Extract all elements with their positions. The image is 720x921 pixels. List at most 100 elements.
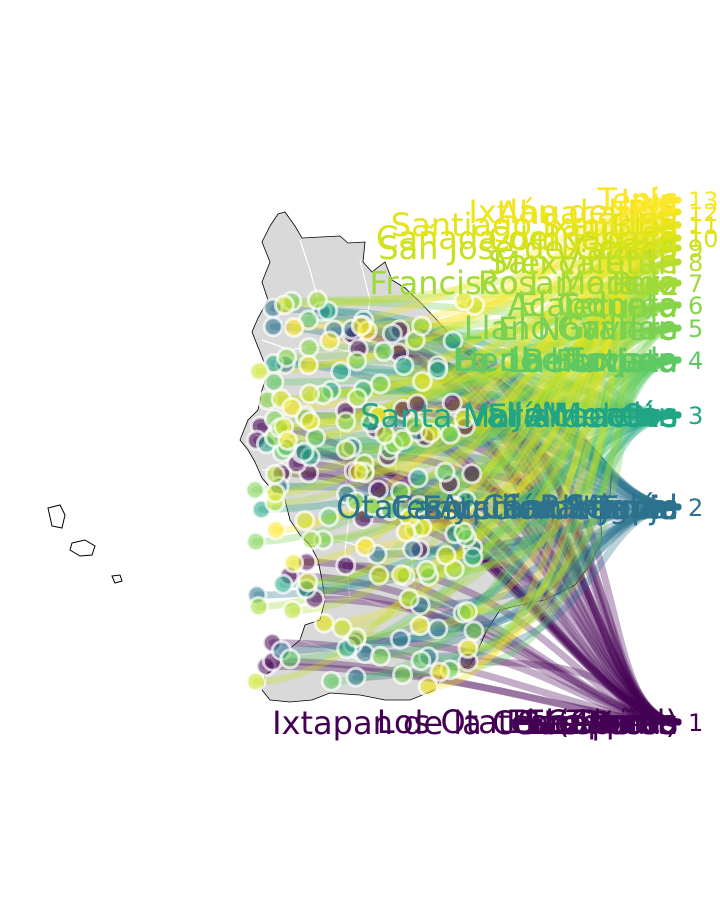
place-label: San José de Gracia: [378, 229, 678, 267]
place-label: Estación Nanchi: [422, 489, 678, 527]
connector-curve: [324, 307, 682, 419]
connector-curve: [406, 221, 682, 522]
place-label: Aquiles Serdán: [439, 488, 678, 526]
location-point: [453, 290, 475, 312]
location-point: [320, 670, 342, 692]
place-label: Mexcaltitán: [493, 244, 678, 282]
location-point: [313, 612, 335, 634]
connector-curve: [464, 658, 682, 726]
connector-curve: [469, 411, 682, 561]
location-point: [411, 315, 433, 337]
rank-tick-label: 3: [688, 402, 703, 430]
location-point: [442, 330, 464, 352]
connector-curve: [462, 411, 682, 505]
place-label: Jalcocotán: [511, 396, 678, 434]
connector-curve: [418, 221, 682, 385]
connector-curve: [371, 425, 682, 726]
location-point: [417, 676, 439, 698]
connector-curve: [368, 301, 682, 510]
location-point: [346, 350, 368, 372]
connector-curve: [413, 400, 682, 726]
place-label: Cañada del Tabaco: [376, 219, 678, 257]
connector-curve: [255, 244, 682, 375]
location-point: [453, 521, 475, 543]
rank-tick-label: 11: [688, 212, 719, 240]
connector-curve: [288, 297, 682, 332]
connector-curve: [305, 301, 682, 352]
location-point: [457, 601, 478, 622]
connector-curve: [416, 208, 682, 630]
connector-curve: [468, 470, 682, 726]
connector-curve: [374, 486, 682, 726]
place-label: San Pedro: [517, 704, 678, 742]
place-label: Tepic: [596, 489, 678, 527]
location-point: [345, 491, 367, 512]
connector-curve: [311, 595, 682, 726]
connector-curve: [463, 356, 682, 542]
connector-curve: [360, 279, 682, 468]
place-label: Tecuala: [557, 287, 678, 325]
connector-curve: [253, 436, 682, 726]
connector-curve: [307, 279, 682, 544]
location-point: [299, 411, 321, 432]
location-point: [453, 407, 475, 429]
connector-curve: [367, 411, 682, 427]
place-label: Otates y Cantarranas: [336, 488, 678, 526]
connector-curve: [251, 324, 682, 494]
connector-curve: [300, 411, 682, 456]
rank-tick-label: 7: [688, 270, 703, 298]
place-label: Rosamorada: [478, 264, 678, 302]
connector-curve: [282, 356, 682, 451]
connector-curve: [262, 411, 682, 448]
location-point: [404, 414, 425, 436]
location-point: [427, 618, 449, 640]
connector-curve: [436, 196, 682, 676]
location-point: [298, 337, 320, 359]
place-label: Tuxpan: [563, 341, 678, 379]
connector-curve: [418, 234, 682, 531]
connector-curve: [459, 356, 682, 617]
place-label: El Ahuacate: [487, 397, 678, 435]
connector-curve: [450, 502, 682, 511]
connector-curve: [285, 572, 682, 726]
location-point: [335, 439, 357, 461]
connector-curve: [280, 244, 682, 309]
connector-curve: [424, 503, 682, 661]
connector-curve: [257, 411, 682, 513]
connector-curve: [414, 428, 682, 511]
place-label: Ruiz: [611, 265, 678, 303]
location-point: [461, 463, 483, 485]
place-label: Mecatán: [541, 396, 678, 434]
connector-curve: [284, 208, 682, 444]
connector-curve: [350, 331, 682, 726]
connector-curve: [423, 279, 682, 574]
place-label: Tepic: [596, 181, 678, 219]
connector-curve: [272, 196, 682, 534]
connector-curve: [460, 221, 682, 305]
connector-curve: [434, 366, 682, 419]
place-label: San Blas: [541, 207, 679, 245]
location-point: [335, 411, 357, 433]
location-point: [435, 544, 457, 566]
location-point: [398, 588, 420, 610]
location-point: [273, 294, 295, 316]
location-point: [346, 387, 368, 409]
location-point: [462, 546, 484, 568]
location-point: [272, 573, 294, 595]
place-label: Ixtapan de la Concepción: [272, 704, 678, 742]
place-label: Camichín de Jauja: [391, 489, 678, 527]
location-point: [373, 340, 395, 362]
rank-tick-label: 2: [688, 494, 703, 522]
location-point: [354, 536, 376, 558]
location-point: [391, 564, 412, 586]
place-label: Jala: [618, 182, 678, 220]
place-label: La Peñita: [531, 703, 678, 741]
connector-curve: [395, 349, 682, 726]
connector-curve: [303, 586, 682, 726]
place-label: Heriberto Jara: [455, 341, 678, 379]
location-point: [406, 393, 428, 415]
connector-curve: [418, 279, 682, 330]
connector-curve: [361, 503, 682, 657]
